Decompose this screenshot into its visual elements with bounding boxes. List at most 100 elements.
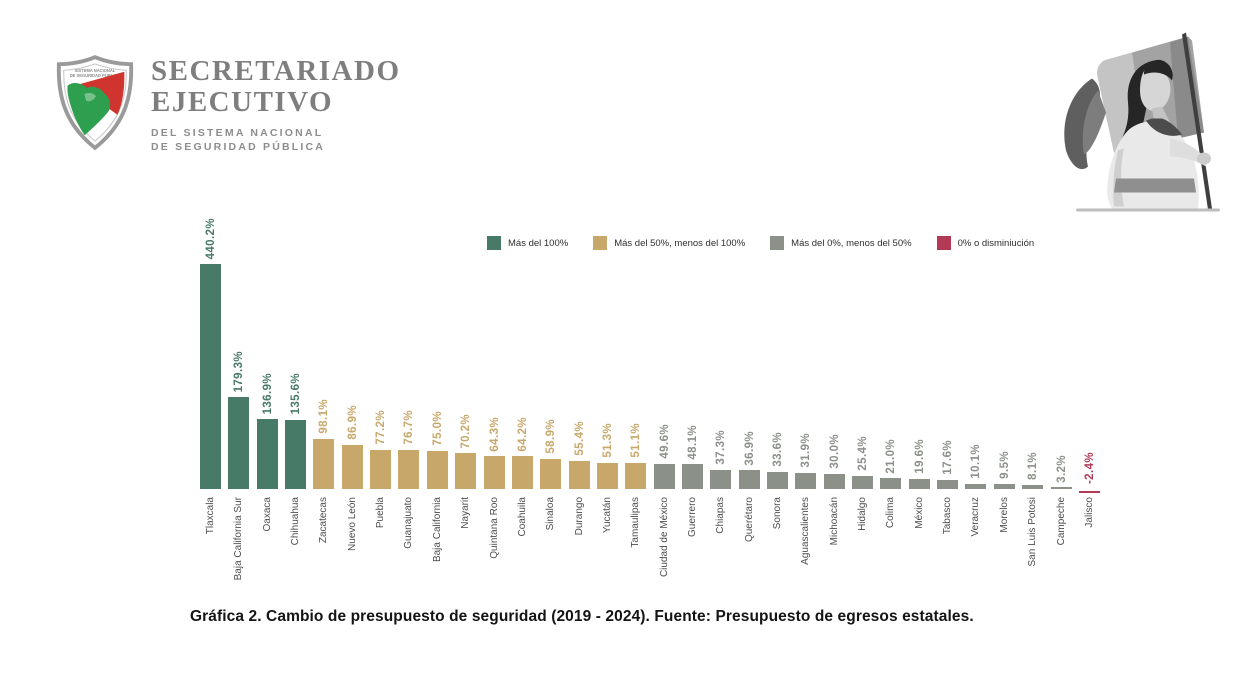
state-label: Sonora [772, 497, 783, 530]
bar [569, 460, 590, 489]
bar-value-label: 58.9% [544, 419, 557, 454]
state-label: Quintana Roo [489, 497, 500, 559]
bar-value-label: 51.1% [629, 423, 642, 458]
state-label: Coahuila [517, 497, 528, 537]
bar-chart: 440.2% 179.3% 136.9% 135.6% 98.1% 86.9% 77.2% 7… [200, 215, 1105, 615]
bar-value-label: 19.6% [913, 439, 926, 474]
bar [994, 484, 1015, 489]
bar-value-label: 3.2% [1055, 454, 1068, 483]
bar [852, 476, 873, 489]
bar [824, 473, 845, 489]
bar-value-label: 10.1% [969, 444, 982, 479]
bar-value-label: -2.4% [1083, 451, 1096, 484]
state-label: Zacatecas [318, 497, 329, 544]
bar-value-label: 37.3% [714, 430, 727, 465]
state-label: Colima [885, 497, 896, 529]
legend-label: Más del 100% [508, 237, 569, 249]
bar-value-label: 33.6% [771, 432, 784, 467]
logo-text: SECRETARIADO EJECUTIVO DEL SISTEMA NACIO… [151, 54, 401, 154]
state-label: Oaxaca [262, 497, 273, 532]
bar-value-label: 30.0% [828, 434, 841, 469]
bar [455, 453, 476, 489]
state-label: Morelos [999, 497, 1010, 533]
legend-item: Más del 100% [487, 236, 568, 250]
state-label: Puebla [375, 497, 386, 529]
state-label: Chiapas [715, 497, 726, 534]
legend-label: Más del 50%, menos del 100% [614, 237, 746, 249]
legend-swatch [770, 236, 785, 250]
bar [597, 462, 618, 489]
bar [625, 462, 646, 489]
bar [512, 456, 533, 489]
state-label: Guerrero [687, 497, 698, 538]
bar [398, 449, 419, 489]
bar-value-label: 21.0% [884, 438, 897, 474]
state-label: Hidalgo [857, 497, 868, 531]
bar [739, 470, 760, 489]
bar [937, 480, 958, 489]
legend-label: 0% o disminiución [957, 237, 1035, 249]
bar-value-label: 49.6% [658, 424, 671, 459]
bar [965, 483, 986, 489]
bar [909, 479, 930, 489]
woman-with-flag-illustration [1064, 32, 1220, 212]
bar-value-label: 8.1% [1026, 452, 1039, 480]
bar-value-label: 64.2% [516, 416, 529, 452]
shield-micro-text-1: SISTEMA NACIONAL [75, 68, 116, 73]
state-label: México [914, 497, 925, 529]
state-label: Chihuahua [290, 497, 301, 546]
state-label: Nuevo León [347, 497, 358, 551]
state-label: Campeche [1056, 497, 1067, 546]
bar-value-label: 64.3% [488, 416, 501, 452]
bar-value-label: 55.4% [573, 421, 586, 456]
secretariado-logo: SISTEMA NACIONAL DE SEGURIDAD PÚBLICA SE… [55, 54, 401, 154]
legend-item: Más del 50%, menos del 100% [593, 236, 745, 250]
state-label: Tlaxcala [205, 497, 216, 535]
bar [1051, 487, 1072, 489]
bar [540, 458, 561, 489]
legend-item: 0% o disminiución [936, 236, 1035, 250]
state-label: Baja California Sur [233, 497, 244, 581]
logo-subtitle: DEL SISTEMA NACIONAL DE SEGURIDAD PÚBLIC… [151, 126, 401, 154]
bar [285, 419, 306, 489]
bar-value-label: 70.2% [459, 413, 472, 449]
bar-value-label: 31.9% [799, 433, 812, 468]
state-label: Tabasco [942, 497, 953, 535]
state-label: Durango [574, 497, 585, 536]
bar-value-label: 48.1% [686, 424, 699, 460]
state-label: Ciudad de México [659, 497, 670, 578]
state-label: Michoacán [829, 497, 840, 546]
bar [200, 264, 221, 489]
logo-title-line1: SECRETARIADO [151, 55, 401, 87]
bar-value-label: 36.9% [743, 430, 756, 466]
bar-value-label: 75.0% [431, 411, 444, 446]
bar [370, 449, 391, 489]
bar-value-label: 86.9% [346, 405, 359, 440]
state-label: Veracruz [970, 497, 981, 537]
bar-value-label: 76.7% [402, 410, 415, 445]
logo-subtitle-line2: DE SEGURIDAD PÚBLICA [151, 141, 326, 153]
bar-value-label: 25.4% [856, 436, 869, 472]
logo-title-line2: EJECUTIVO [151, 86, 334, 118]
state-label: Querétaro [744, 497, 755, 543]
bar-value-label: 98.1% [317, 399, 330, 434]
bar-value-label: 440.2% [204, 217, 217, 260]
state-label: Nayarit [460, 497, 471, 529]
bar [880, 478, 901, 489]
state-label: Jalisco [1084, 497, 1095, 528]
bar-value-label: 135.6% [289, 373, 302, 415]
bar [767, 471, 788, 489]
bar [1079, 491, 1100, 493]
bar [710, 469, 731, 489]
legend-label: Más del 0%, menos del 50% [791, 237, 912, 249]
bar [228, 397, 249, 489]
bar [313, 438, 334, 489]
bar [1022, 484, 1043, 489]
legend-item: Más del 0%, menos del 50% [770, 236, 912, 250]
logo-subtitle-line1: DEL SISTEMA NACIONAL [151, 127, 324, 139]
bar-value-label: 51.3% [601, 423, 614, 458]
bar [342, 444, 363, 489]
bar [654, 463, 675, 489]
x-labels-layer: Tlaxcala Baja California Sur Oaxaca Chihuah… [200, 497, 1105, 615]
bar [682, 464, 703, 489]
